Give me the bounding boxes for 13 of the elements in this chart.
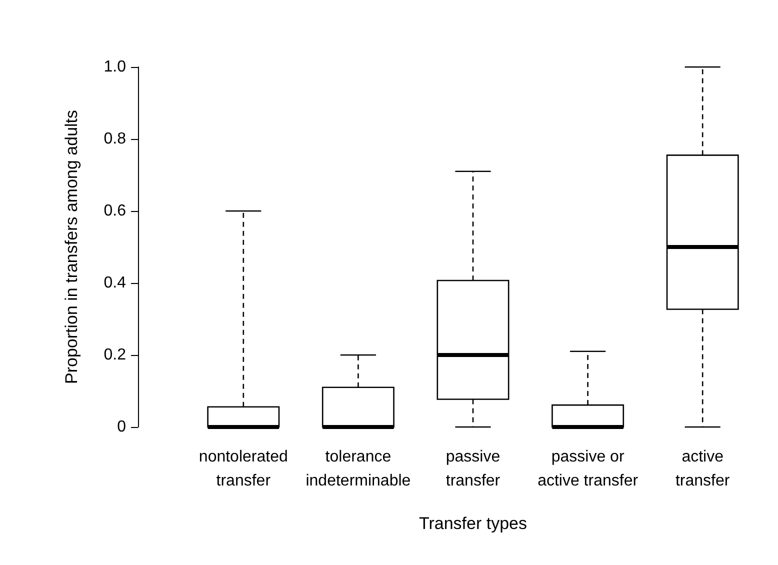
x-tick-label: nontolerated transfer <box>198 448 288 490</box>
y-tick-label: 0 <box>117 418 126 436</box>
y-tick-label: 0.6 <box>104 202 126 220</box>
y-tick-label: 0.2 <box>104 346 126 364</box>
x-tick-label: tolerance indeterminable <box>306 448 411 490</box>
y-tick-label: 0.8 <box>104 130 126 148</box>
x-tick-label: passive or active transfer <box>538 448 639 490</box>
y-tick-label: 1.0 <box>104 58 126 76</box>
x-tick-label: active transfer <box>675 448 730 490</box>
y-axis-title: Proportion in transfers among adults <box>62 110 81 384</box>
x-axis-title: Transfer types <box>418 514 528 533</box>
y-tick-label: 0.4 <box>104 274 126 292</box>
x-tick-label: passive transfer <box>446 448 501 490</box>
